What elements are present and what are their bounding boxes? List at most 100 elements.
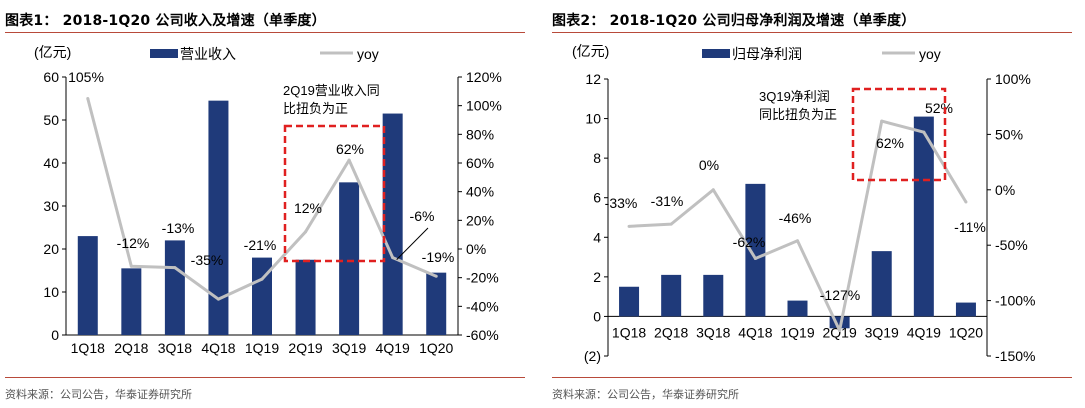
x-tick-label: 2Q18 — [654, 324, 688, 340]
right-axis-tick-label: -50% — [995, 237, 1028, 253]
x-tick-label: 1Q19 — [780, 324, 814, 340]
right-axis-tick-label: 100% — [466, 98, 502, 114]
title-rule — [552, 32, 1072, 33]
yoy-data-label: 12% — [294, 200, 322, 216]
right-axis-tick-label: 40% — [466, 184, 494, 200]
right-axis-tick-label: -100% — [995, 293, 1035, 309]
yoy-data-label: 52% — [925, 100, 953, 116]
source-note: 资料来源：公司公告，华泰证券研究所 — [552, 388, 739, 401]
yoy-point-4Q18 — [216, 297, 220, 301]
right-axis-tick-label: 120% — [466, 69, 502, 85]
bar-2Q18 — [121, 268, 142, 335]
bar-1Q20 — [955, 302, 976, 317]
yoy-point-4Q19 — [391, 256, 395, 260]
x-tick-label: 1Q18 — [71, 340, 105, 356]
yoy-point-2Q18 — [129, 264, 133, 268]
left-axis-tick-label: 10 — [585, 111, 601, 127]
yoy-data-label: -33% — [605, 195, 638, 211]
left-axis-tick-label: 0 — [51, 327, 59, 343]
left-axis-tick-label: 2 — [593, 269, 601, 285]
legend-line-label: yoy — [357, 46, 379, 62]
left-axis-tick-label: 4 — [593, 229, 601, 245]
x-tick-label: 1Q20 — [419, 340, 453, 356]
x-tick-label: 4Q19 — [376, 340, 410, 356]
x-tick-label: 3Q18 — [696, 324, 730, 340]
yoy-point-3Q18 — [711, 188, 715, 192]
legend-bar-label: 营业收入 — [180, 46, 236, 62]
yoy-point-1Q20 — [434, 274, 438, 278]
yoy-point-2Q19 — [304, 230, 308, 234]
bar-1Q18 — [619, 286, 640, 317]
yoy-data-label: -19% — [422, 249, 455, 265]
left-axis-tick-label: 10 — [43, 284, 59, 300]
source-rule — [5, 377, 525, 378]
yoy-data-label: -35% — [191, 252, 224, 268]
right-axis-tick-label: 0% — [995, 182, 1015, 198]
right-axis-tick-label: 0% — [466, 241, 486, 257]
legend-bar-swatch — [150, 49, 178, 58]
yoy-data-label: -31% — [651, 193, 684, 209]
x-tick-label: 2Q19 — [822, 324, 856, 340]
yoy-data-label: -127% — [820, 287, 860, 303]
source-note: 资料来源：公司公告，华泰证券研究所 — [5, 388, 192, 401]
yoy-data-label: -21% — [244, 237, 277, 253]
chart-panel-revenue: 图表1： 2018-1Q20 公司收入及增速（单季度） 0 10 20 30 40 50 6… — [0, 0, 532, 408]
title-rule — [5, 32, 525, 33]
left-axis-tick-label: 12 — [585, 71, 601, 87]
right-axis-tick-label: 50% — [995, 126, 1023, 142]
right-axis-tick-label: 20% — [466, 212, 494, 228]
bar-2Q19 — [295, 259, 316, 335]
bar-4Q19 — [913, 116, 934, 317]
left-axis-tick-label: 0 — [593, 308, 601, 324]
annotation-text: 比扭负为正 — [283, 101, 348, 116]
yoy-data-label: 0% — [699, 157, 719, 173]
figure-title: 图表1： 2018-1Q20 公司收入及增速（单季度） — [5, 10, 326, 30]
yoy-data-label: -62% — [733, 234, 766, 250]
figure-title: 图表2： 2018-1Q20 公司归母净利润及增速（单季度） — [552, 10, 915, 30]
bar-2Q18 — [661, 274, 682, 317]
legend-bar-swatch — [702, 49, 730, 58]
yoy-point-1Q19 — [796, 239, 799, 243]
bar-1Q18 — [77, 236, 98, 335]
bar-2Q19 — [829, 316, 850, 329]
left-axis-tick-label: 40 — [43, 155, 59, 171]
left-axis-tick-label: 60 — [43, 69, 59, 85]
bar-4Q18 — [745, 183, 766, 317]
bar-1Q19 — [252, 257, 272, 335]
y-axis-unit-label: (亿元) — [572, 43, 609, 59]
x-tick-label: 3Q19 — [865, 324, 899, 340]
yoy-data-label: 105% — [68, 69, 104, 85]
figure-label: 图表1： — [5, 13, 58, 29]
left-axis-tick-label: 50 — [43, 112, 59, 128]
yoy-point-1Q18 — [627, 224, 631, 228]
yoy-point-3Q19 — [880, 119, 884, 123]
left-axis-tick-label: 6 — [593, 190, 601, 206]
yoy-data-label: -13% — [162, 220, 195, 236]
bar-3Q19 — [339, 182, 360, 335]
chart-panel-net-profit: 图表2： 2018-1Q20 公司归母净利润及增速（单季度） (2) 0 2 4 6 8 1… — [547, 0, 1079, 408]
bar-3Q18 — [164, 240, 185, 335]
data-label-leader — [396, 227, 429, 260]
bar-1Q20 — [426, 272, 447, 335]
figure-title-text: 2018-1Q20 公司收入及增速（单季度） — [62, 13, 326, 29]
yoy-data-label: -46% — [779, 210, 812, 226]
bar-1Q19 — [787, 300, 808, 317]
bar-4Q19 — [382, 113, 403, 335]
annotation-text: 2Q19营业收入同 — [283, 83, 380, 98]
x-tick-label: 1Q20 — [949, 324, 983, 340]
source-rule — [552, 377, 1072, 378]
yoy-data-label: -12% — [117, 235, 150, 251]
x-tick-label: 2Q18 — [114, 340, 148, 356]
yoy-data-label: 62% — [336, 141, 364, 157]
x-tick-label: 4Q18 — [738, 324, 772, 340]
yoy-point-1Q20 — [964, 200, 968, 204]
yoy-point-2Q18 — [669, 222, 673, 226]
yoy-data-label: -6% — [410, 208, 435, 224]
net-profit-chart: (2) 0 2 4 6 8 10 12 -150% -100% -50% 0% 50% 100% 1Q18 2… — [572, 43, 1035, 364]
left-axis-tick-label: 8 — [593, 150, 601, 166]
highlight-box — [283, 124, 386, 263]
yoy-point-4Q18 — [753, 256, 757, 260]
yoy-point-1Q19 — [260, 277, 264, 281]
right-axis-tick-label: 80% — [466, 126, 494, 142]
bar-3Q19 — [871, 251, 892, 317]
